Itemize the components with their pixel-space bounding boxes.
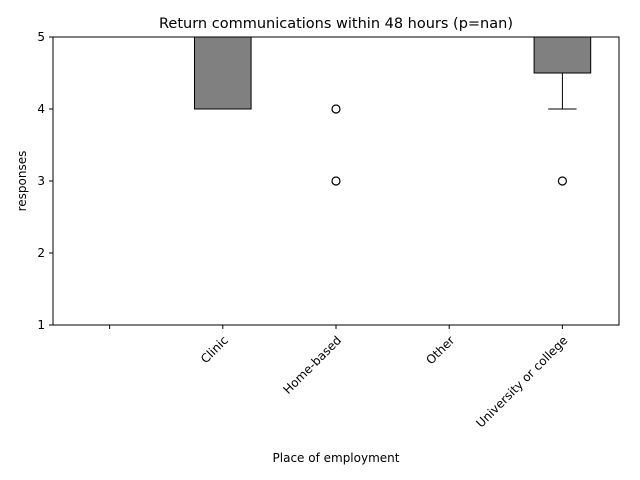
x-axis-label: Place of employment — [273, 451, 400, 465]
y-tick-label: 1 — [37, 318, 45, 332]
plot-frame — [52, 36, 620, 326]
box — [533, 36, 592, 74]
outlier-point — [557, 176, 568, 186]
y-tick-label: 2 — [37, 246, 45, 260]
box — [194, 36, 252, 110]
y-tick-label: 5 — [37, 30, 45, 44]
chart-title: Return communications within 48 hours (p… — [159, 16, 513, 32]
y-axis-label: responses — [15, 151, 29, 212]
outlier-point — [331, 104, 341, 114]
y-tick-label: 3 — [37, 174, 45, 188]
y-tick-label: 4 — [37, 102, 45, 116]
outlier-point — [331, 176, 341, 186]
